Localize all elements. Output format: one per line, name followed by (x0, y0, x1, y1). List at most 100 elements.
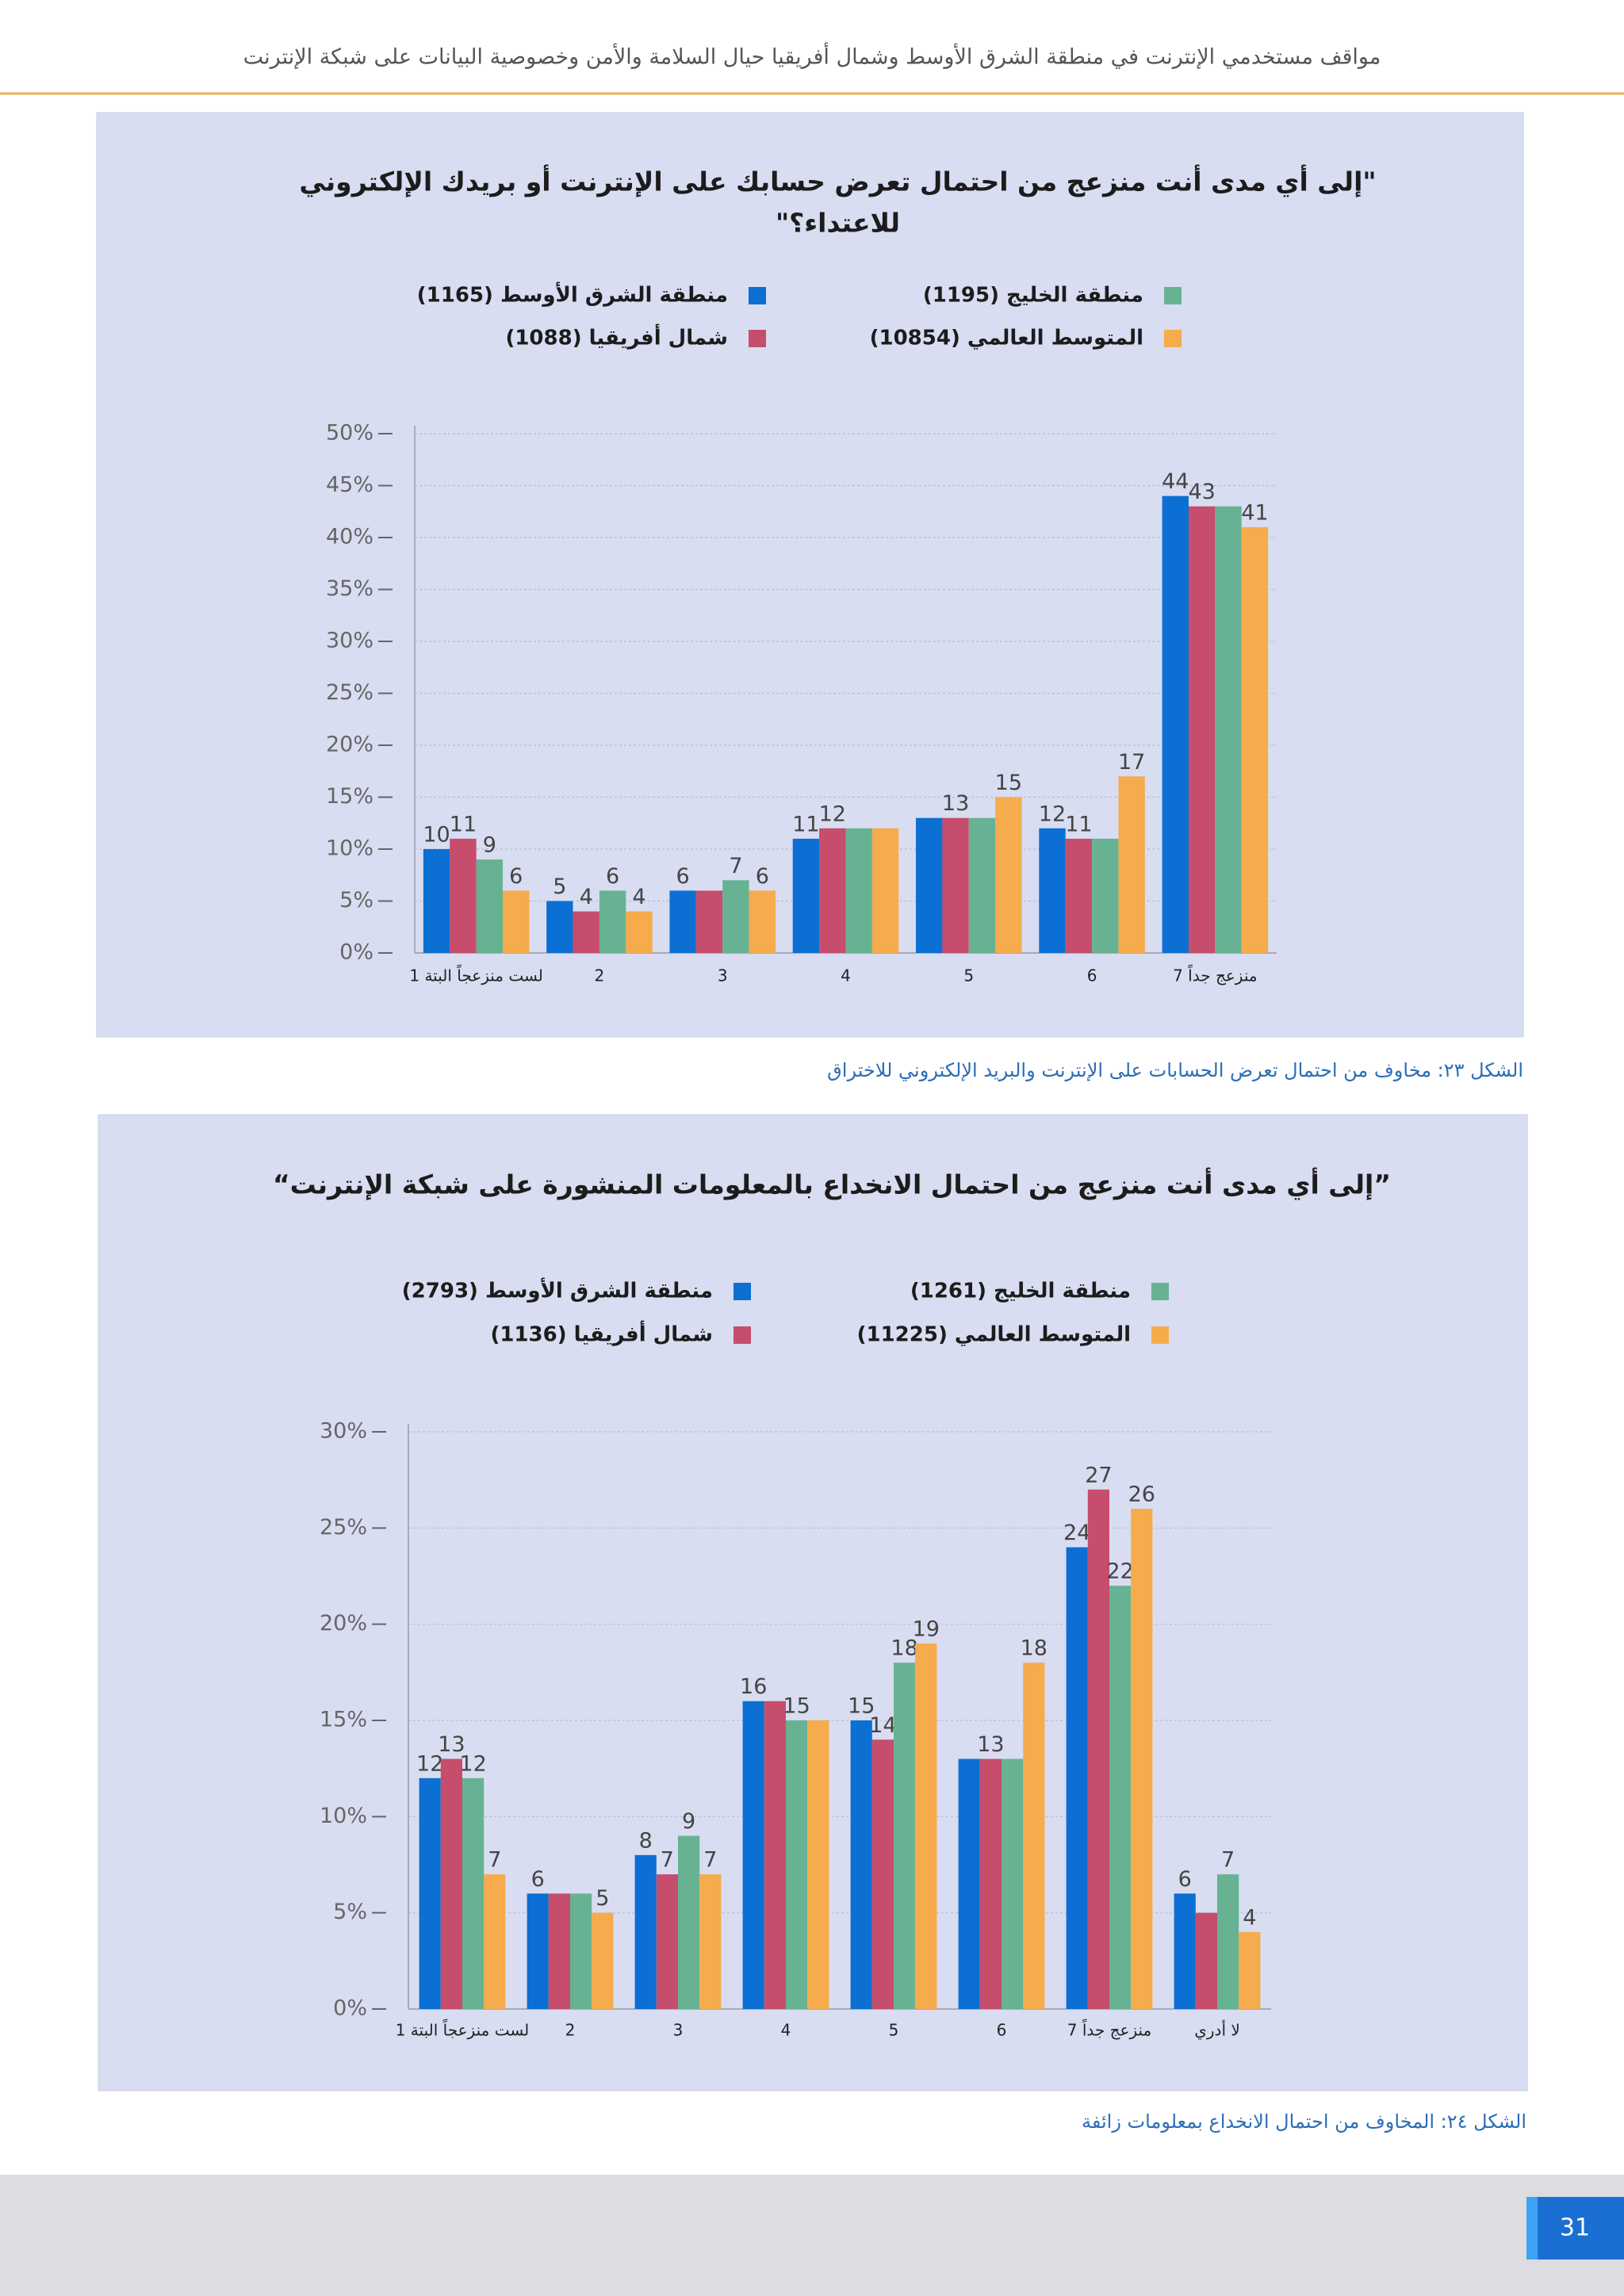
legend-label: منطقة الخليج (1261) (910, 1280, 1131, 1303)
bar (850, 1720, 872, 2009)
y-tick-label: 35% (326, 576, 373, 601)
y-tick-label: 30% (320, 1419, 367, 1444)
value-label: 18 (1021, 1636, 1048, 1661)
value-label: 27 (1085, 1463, 1112, 1487)
bar (845, 828, 872, 953)
bar (1118, 776, 1145, 953)
legend-label: شمال أفريقيا (1136) (490, 1321, 713, 1347)
bar (573, 911, 599, 953)
value-label: 8 (639, 1828, 653, 1853)
y-tick-label: 20% (326, 733, 373, 757)
y-tick-label: 40% (326, 525, 373, 549)
bar (871, 828, 899, 953)
x-tick-label: 2 (565, 2021, 576, 2040)
value-label: 11 (1065, 812, 1092, 836)
y-tick-label: 10% (320, 1804, 367, 1828)
bar (819, 828, 846, 953)
x-tick-label: 3 (718, 966, 728, 985)
bar (742, 1701, 764, 2009)
value-label: 11 (792, 812, 819, 836)
y-tick-label: 5% (333, 1900, 367, 1924)
bar (503, 890, 530, 953)
bar (1066, 1547, 1088, 2009)
value-label: 43 (1188, 480, 1215, 504)
x-tick-label: لست منزعجاً البتة 1 (396, 2019, 530, 2039)
chart-title: للاعتداء؟" (776, 208, 900, 239)
bar (1217, 1874, 1239, 2009)
value-label: 15 (995, 771, 1022, 795)
legend-swatch (733, 1283, 751, 1300)
value-label: 6 (606, 864, 619, 889)
bar (749, 890, 776, 953)
bar (1087, 1489, 1109, 2009)
x-tick-label: 4 (841, 966, 851, 985)
bar (656, 1874, 678, 2009)
bar (942, 817, 969, 953)
bar (1174, 1893, 1196, 2009)
value-label: 7 (1221, 1848, 1235, 1873)
value-label: 12 (416, 1751, 443, 1776)
value-label: 9 (483, 833, 496, 858)
bar (894, 1663, 916, 2009)
bar (995, 797, 1022, 953)
bar (871, 1739, 894, 2009)
x-tick-label: لا أدري (1194, 2020, 1240, 2041)
header-title: مواقف مستخدمي الإنترنت في منطقة الشرق ال… (243, 42, 1381, 70)
x-tick-label: 6 (1087, 966, 1097, 985)
bar (792, 838, 820, 953)
value-label: 7 (661, 1848, 674, 1873)
y-tick-label: 5% (339, 888, 373, 913)
bar (1002, 1758, 1024, 2009)
value-label: 9 (682, 1809, 695, 1834)
bar (527, 1893, 549, 2009)
y-tick-label: 30% (326, 629, 373, 653)
y-tick-label: 25% (320, 1515, 367, 1540)
figure-caption: الشكل ٢٣: مخاوف من احتمال تعرض الحسابات … (827, 1059, 1523, 1081)
bar (764, 1701, 786, 2009)
y-tick-label: 0% (333, 1996, 367, 2021)
y-tick-label: 0% (339, 940, 373, 965)
x-tick-label: منزعج جداً 7 (1173, 964, 1258, 985)
value-label: 5 (596, 1886, 609, 1911)
value-label: 5 (553, 874, 566, 899)
bar (423, 849, 450, 953)
y-tick-label: 20% (320, 1611, 367, 1636)
bar (548, 1893, 570, 2009)
value-label: 22 (1106, 1559, 1133, 1584)
value-label: 12 (819, 802, 846, 826)
value-label: 12 (459, 1751, 486, 1776)
value-label: 19 (913, 1617, 940, 1641)
bar (1215, 506, 1242, 953)
y-tick-label: 25% (326, 680, 373, 705)
x-tick-label: منزعج جداً 7 (1067, 2019, 1152, 2039)
bar (1109, 1586, 1132, 2009)
value-label: 15 (783, 1694, 810, 1719)
legend-swatch (1151, 1326, 1169, 1344)
legend-label: منطقة الشرق الأوسط (1165) (417, 282, 728, 308)
legend-swatch (733, 1326, 751, 1344)
page-number: 31 (1560, 2214, 1590, 2242)
page-number-box (1526, 2197, 1624, 2260)
y-tick-label: 50% (326, 421, 373, 446)
x-tick-label: لست منزعجاً البتة 1 (409, 964, 543, 985)
bar (968, 817, 996, 953)
bar (440, 1758, 462, 2009)
value-label: 4 (1243, 1905, 1256, 1930)
value-label: 17 (1118, 750, 1145, 775)
bar (462, 1777, 485, 2009)
legend-label: المتوسط العالمي (10854) (870, 327, 1143, 350)
legend-swatch (1164, 287, 1182, 304)
y-tick-label: 15% (326, 784, 373, 809)
value-label: 14 (869, 1713, 896, 1738)
value-label: 16 (740, 1674, 767, 1699)
x-tick-label: 6 (997, 2021, 1007, 2040)
bar (592, 1912, 614, 2009)
bar (1241, 526, 1269, 953)
value-label: 6 (756, 864, 769, 889)
bar (1092, 838, 1119, 953)
value-label: 11 (450, 812, 477, 836)
value-label: 44 (1162, 469, 1189, 494)
bar (1039, 828, 1066, 953)
bar (570, 1893, 592, 2009)
value-label: 6 (509, 864, 523, 889)
